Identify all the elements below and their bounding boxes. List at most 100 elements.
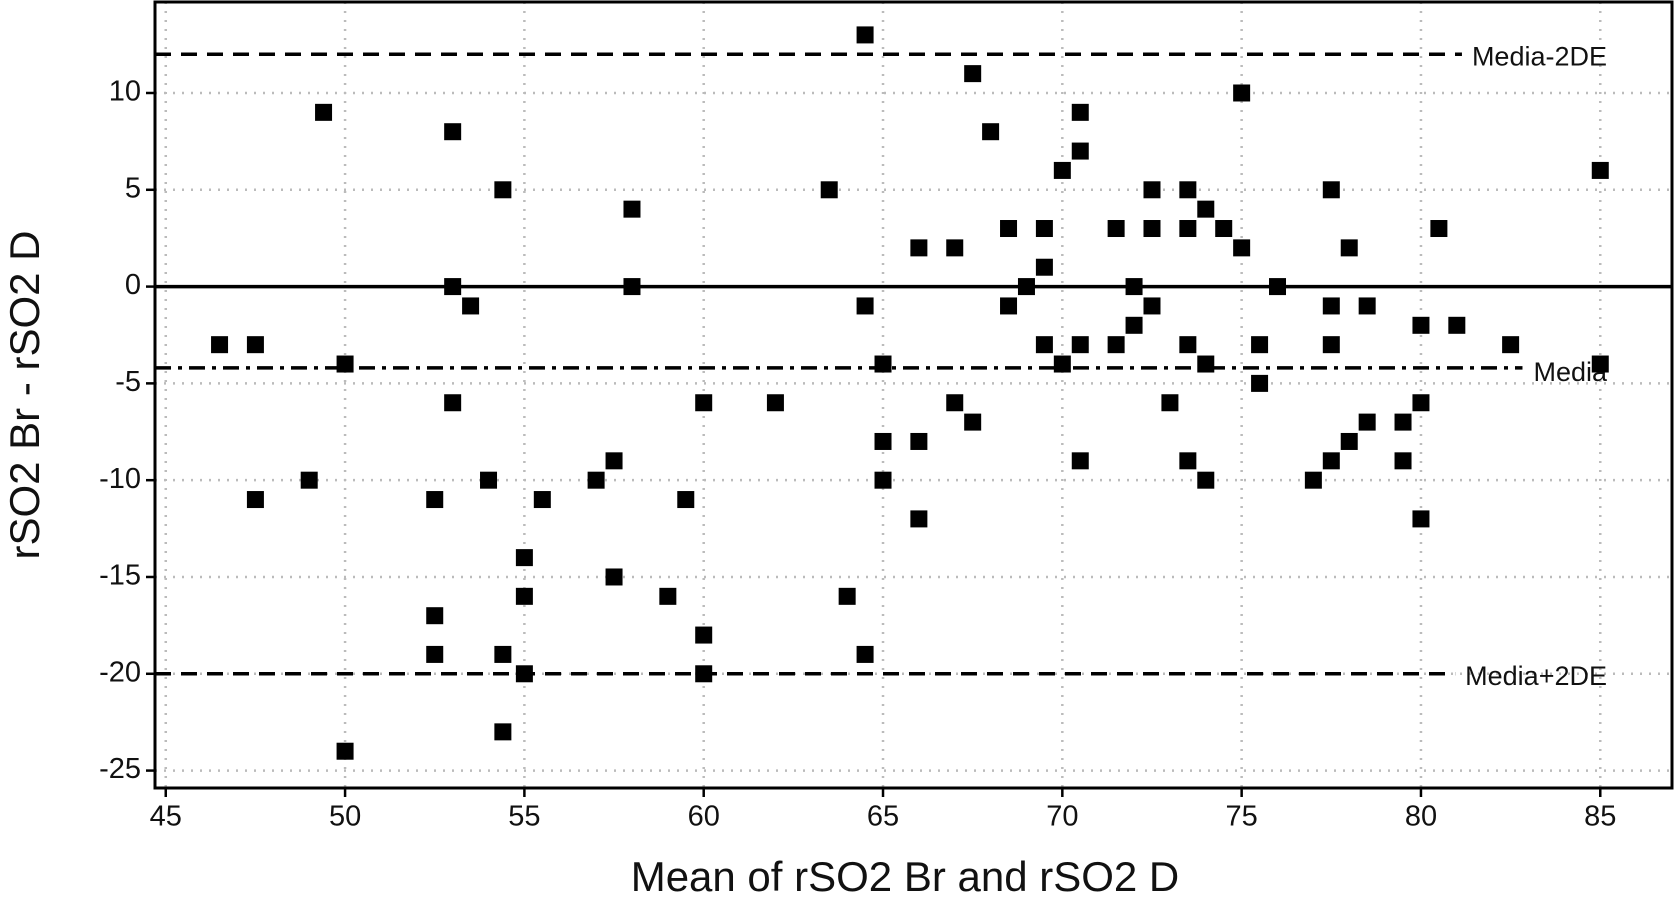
point	[1143, 181, 1161, 199]
point	[1591, 161, 1609, 179]
point	[1591, 355, 1609, 373]
point	[874, 355, 892, 373]
x-tick-label: 45	[150, 801, 182, 833]
point	[946, 394, 964, 412]
point	[1161, 394, 1179, 412]
point	[1394, 413, 1412, 431]
point	[1107, 336, 1125, 354]
point	[1322, 336, 1340, 354]
point	[838, 587, 856, 605]
point	[1125, 278, 1143, 296]
point	[874, 432, 892, 450]
point	[856, 297, 874, 315]
reference-line-label: Media+2DE	[1465, 661, 1607, 691]
point	[1143, 297, 1161, 315]
point	[1251, 374, 1269, 392]
point	[1358, 413, 1376, 431]
point	[856, 26, 874, 44]
point	[1107, 220, 1125, 238]
y-tick-label: 0	[125, 269, 141, 301]
point	[695, 665, 713, 683]
point	[1412, 394, 1430, 412]
point	[1035, 220, 1053, 238]
point	[1269, 278, 1287, 296]
point	[494, 645, 512, 663]
point	[1143, 220, 1161, 238]
point	[1053, 161, 1071, 179]
point	[1071, 103, 1089, 121]
point	[1340, 239, 1358, 257]
point	[1179, 336, 1197, 354]
point	[300, 471, 318, 489]
point	[533, 491, 551, 509]
point	[246, 491, 264, 509]
point	[1448, 316, 1466, 334]
point	[336, 355, 354, 373]
y-tick-label: 5	[125, 172, 141, 204]
point	[910, 510, 928, 528]
point	[1071, 452, 1089, 470]
point	[1035, 258, 1053, 276]
point	[964, 65, 982, 83]
point	[444, 123, 462, 141]
point	[623, 200, 641, 218]
x-axis-title: Mean of rSO2 Br and rSO2 D	[631, 853, 1180, 900]
point	[480, 471, 498, 489]
point	[820, 181, 838, 199]
point	[587, 471, 605, 489]
point	[494, 181, 512, 199]
point	[444, 278, 462, 296]
point	[1197, 200, 1215, 218]
x-tick-label: 75	[1226, 801, 1258, 833]
point	[1215, 220, 1233, 238]
point	[1412, 316, 1430, 334]
point	[211, 336, 229, 354]
point	[1071, 336, 1089, 354]
point	[856, 645, 874, 663]
point	[1394, 452, 1412, 470]
point	[1179, 181, 1197, 199]
x-tick-label: 80	[1405, 801, 1437, 833]
point	[1000, 220, 1018, 238]
point	[659, 587, 677, 605]
point	[336, 742, 354, 760]
point	[1340, 432, 1358, 450]
point	[1233, 239, 1251, 257]
point	[1053, 355, 1071, 373]
point	[695, 626, 713, 644]
point	[246, 336, 264, 354]
point	[444, 394, 462, 412]
point	[1035, 336, 1053, 354]
y-tick-label: -10	[99, 463, 141, 495]
point	[1017, 278, 1035, 296]
point	[1358, 297, 1376, 315]
point	[1179, 220, 1197, 238]
point	[1430, 220, 1448, 238]
point	[426, 491, 444, 509]
point	[1322, 297, 1340, 315]
point	[695, 394, 713, 412]
point	[1000, 297, 1018, 315]
point	[677, 491, 695, 509]
point	[605, 568, 623, 586]
point	[1502, 336, 1520, 354]
plot-frame	[153, 0, 1674, 790]
point	[1322, 181, 1340, 199]
point	[1304, 471, 1322, 489]
point	[946, 239, 964, 257]
point	[1197, 471, 1215, 489]
x-tick-label: 85	[1584, 801, 1616, 833]
point	[605, 452, 623, 470]
point	[1179, 452, 1197, 470]
x-tick-label: 60	[688, 801, 720, 833]
point	[964, 413, 982, 431]
x-tick-label: 55	[508, 801, 540, 833]
y-axis-title: rSO2 Br - rSO2 D	[1, 230, 48, 559]
y-tick-label: -15	[99, 560, 141, 592]
point	[1233, 84, 1251, 102]
point	[515, 665, 533, 683]
x-tick-label: 50	[329, 801, 361, 833]
point	[426, 645, 444, 663]
point	[515, 587, 533, 605]
